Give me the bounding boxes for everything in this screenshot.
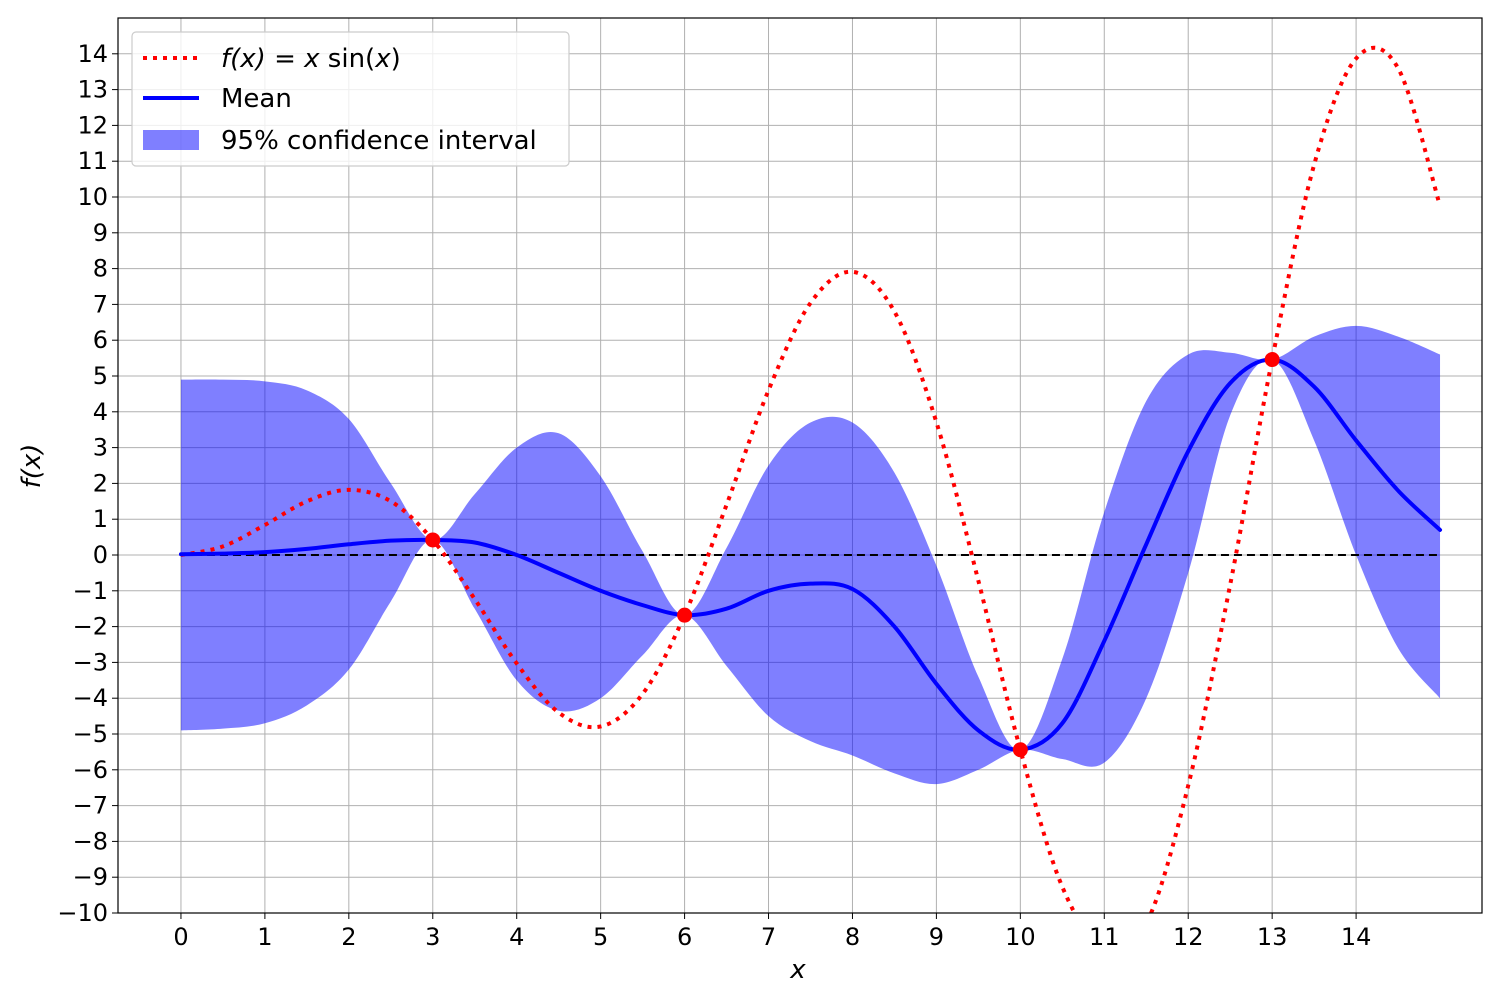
y-tick-label: 5 <box>93 362 108 390</box>
x-tick-label: 12 <box>1173 923 1204 951</box>
y-tick-label: 4 <box>93 398 108 426</box>
y-axis-ticks: −10−9−8−7−6−5−4−3−2−10123456789101112131… <box>57 40 118 927</box>
x-tick-label: 11 <box>1089 923 1120 951</box>
y-tick-label: 6 <box>93 326 108 354</box>
y-tick-label: −1 <box>73 577 108 605</box>
y-tick-label: 9 <box>93 219 108 247</box>
legend-x: x <box>303 44 320 74</box>
x-tick-label: 8 <box>845 923 860 951</box>
y-tick-label: 2 <box>93 469 108 497</box>
observation-point <box>677 607 693 623</box>
x-tick-label: 2 <box>341 923 356 951</box>
y-tick-label: −6 <box>73 756 108 784</box>
legend-fx: f(x) <box>221 44 266 74</box>
x-tick-label: 6 <box>677 923 692 951</box>
x-axis-label: x <box>789 955 806 985</box>
legend-label-ci: 95% confidence interval <box>221 126 537 156</box>
y-tick-label: 11 <box>77 147 108 175</box>
legend-swatch-ci <box>143 130 199 150</box>
y-tick-label: −2 <box>73 613 108 641</box>
legend-label-function: f(x) = x sin(x) <box>221 44 401 74</box>
x-tick-label: 0 <box>173 923 188 951</box>
y-tick-label: −7 <box>73 792 108 820</box>
y-tick-label: 10 <box>77 183 108 211</box>
x-tick-label: 14 <box>1341 923 1372 951</box>
y-tick-label: −9 <box>73 863 108 891</box>
y-tick-label: −3 <box>73 648 108 676</box>
y-tick-label: 0 <box>93 541 108 569</box>
y-tick-label: 7 <box>93 290 108 318</box>
y-tick-label: −8 <box>73 827 108 855</box>
y-tick-label: 13 <box>77 76 108 104</box>
x-tick-label: 7 <box>761 923 776 951</box>
legend-label-mean: Mean <box>221 84 292 114</box>
legend: f(x) = x sin(x) Mean 95% confidence inte… <box>131 31 570 167</box>
y-tick-label: 1 <box>93 505 108 533</box>
x-tick-label: 9 <box>929 923 944 951</box>
x-tick-label: 3 <box>425 923 440 951</box>
x-tick-label: 1 <box>257 923 272 951</box>
y-tick-label: 3 <box>93 434 108 462</box>
y-axis-label: f(x) <box>17 444 47 489</box>
y-tick-label: 8 <box>93 255 108 283</box>
y-tick-label: −5 <box>73 720 108 748</box>
mean-line <box>178 357 1443 752</box>
x-tick-label: 5 <box>593 923 608 951</box>
y-tick-label: −10 <box>57 899 108 927</box>
observation-point <box>1264 352 1280 368</box>
legend-box <box>131 31 570 167</box>
observation-points <box>425 352 1280 758</box>
true-function-line <box>180 45 1442 913</box>
line-layer <box>178 45 1443 913</box>
legend-sin: sin( <box>320 44 376 74</box>
observation-point <box>1012 742 1028 758</box>
x-tick-label: 4 <box>509 923 524 951</box>
y-tick-label: −4 <box>73 684 108 712</box>
observation-point <box>425 532 441 548</box>
y-tick-label: 12 <box>77 111 108 139</box>
legend-x2: x <box>374 44 391 74</box>
y-tick-label: 14 <box>77 40 108 68</box>
legend-eq: = <box>266 44 304 74</box>
plot-frame <box>117 17 1483 914</box>
x-tick-label: 10 <box>1005 923 1036 951</box>
legend-close: ) <box>391 44 401 74</box>
x-axis-ticks: 0 1 2 3 4 5 6 7 8 9 10 11 12 13 14 <box>173 913 1371 951</box>
x-tick-label: 13 <box>1257 923 1288 951</box>
